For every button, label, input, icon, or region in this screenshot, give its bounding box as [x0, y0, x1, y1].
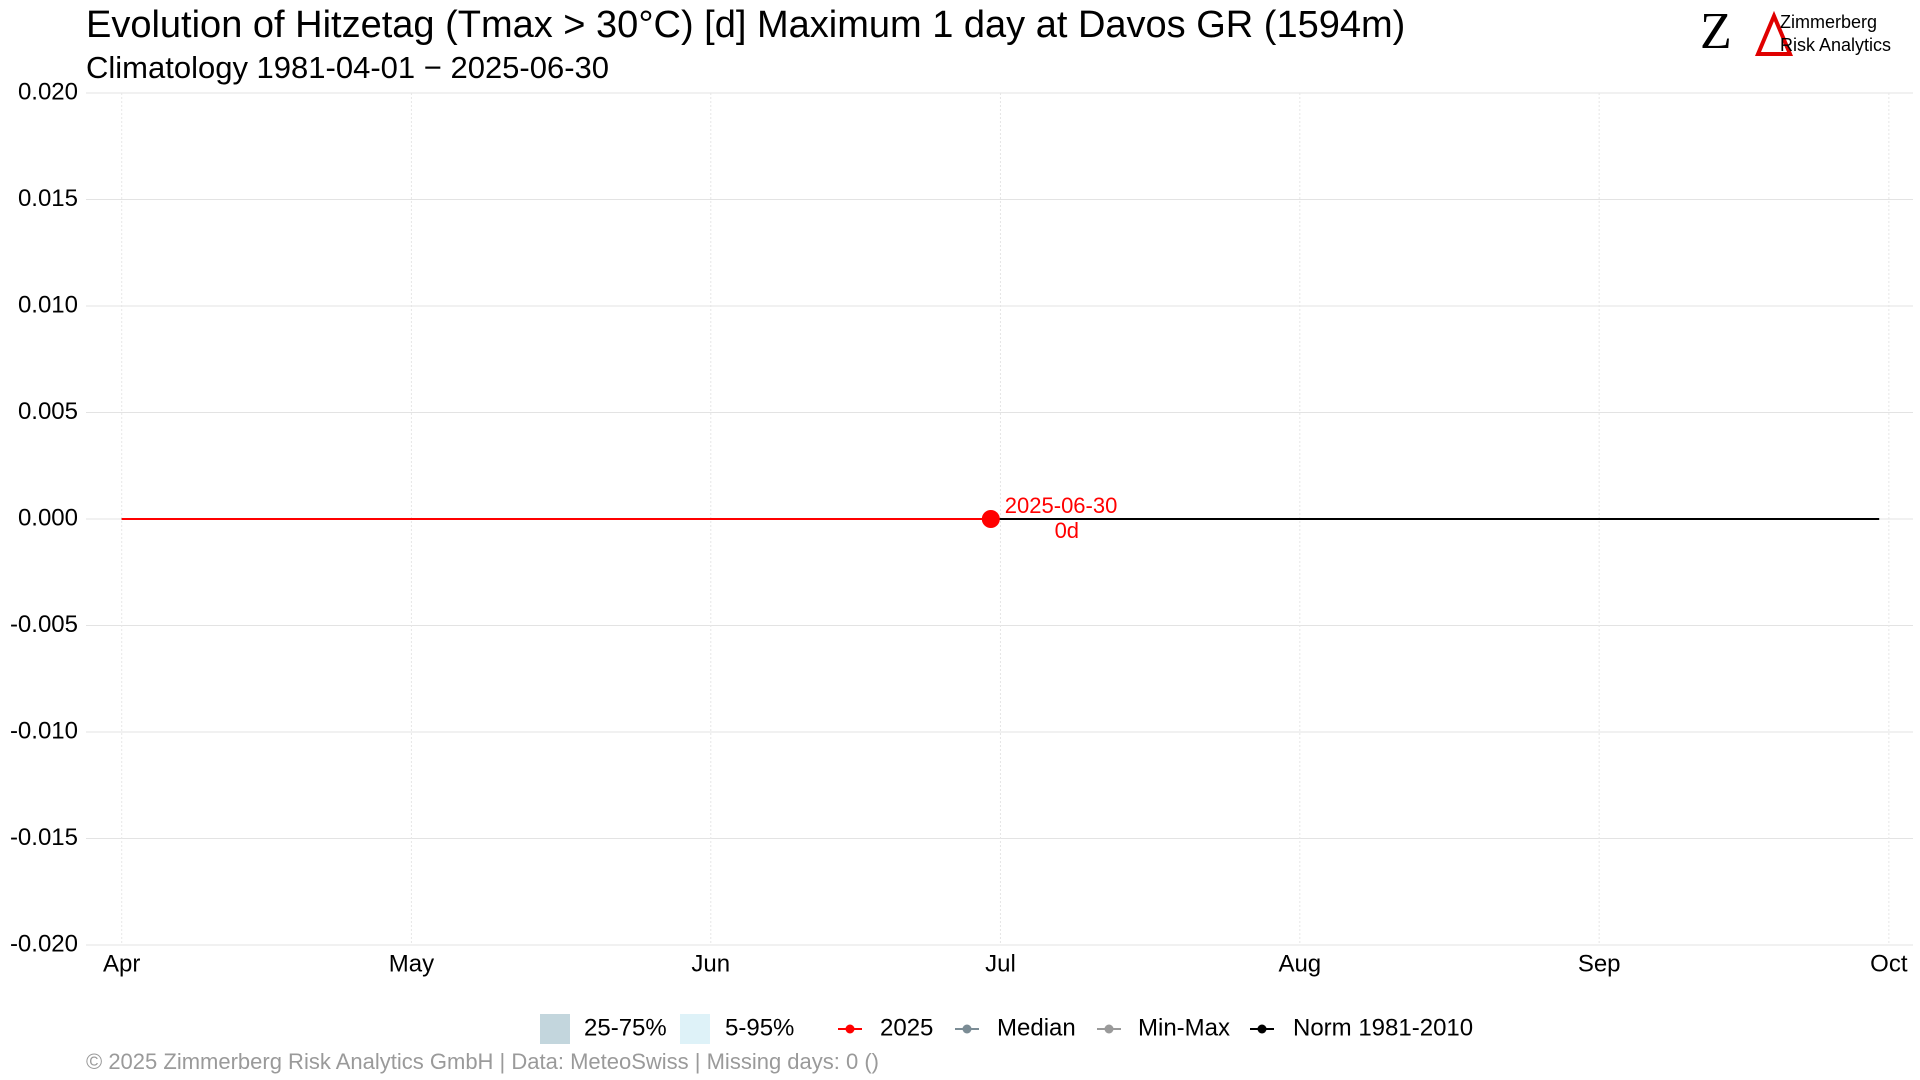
y-tick-label: 0.010: [18, 291, 78, 318]
x-tick-label: Aug: [1278, 950, 1321, 977]
legend-swatch: [962, 1024, 972, 1034]
y-tick-label: 0.020: [18, 78, 78, 105]
x-tick-label: Sep: [1578, 950, 1621, 977]
legend-label: Median: [997, 1014, 1076, 1041]
y-tick-label: 0.000: [18, 504, 78, 531]
x-tick-label: Oct: [1870, 950, 1908, 977]
chart-subtitle: Climatology 1981-04-01 − 2025-06-30: [86, 50, 609, 85]
logo-mark: Z: [1700, 3, 1732, 60]
x-tick-label: Jun: [691, 950, 730, 977]
y-tick-label: -0.020: [10, 930, 78, 957]
legend-label: Norm 1981-2010: [1293, 1014, 1473, 1041]
y-tick-label: -0.010: [10, 717, 78, 744]
legend-label: 25-75%: [584, 1014, 667, 1041]
y-tick-label: -0.005: [10, 611, 78, 638]
y-tick-label: -0.015: [10, 824, 78, 851]
legend-swatch: [845, 1024, 855, 1034]
legend-swatch: [1257, 1024, 1267, 1034]
y-tick-label: 0.015: [18, 185, 78, 212]
logo-line2: Risk Analytics: [1780, 35, 1891, 55]
last-point: [981, 510, 1000, 528]
chart-title: Evolution of Hitzetag (Tmax > 30°C) [d] …: [86, 4, 1405, 46]
logo-line1: Zimmerberg: [1780, 12, 1877, 32]
annotation-date: 2025-06-30: [1005, 493, 1118, 518]
x-tick-label: Jul: [985, 950, 1016, 977]
footer: © 2025 Zimmerberg Risk Analytics GmbH | …: [86, 1049, 879, 1074]
logo-delta: [1754, 10, 1794, 56]
annotation-value: 0d: [1055, 518, 1079, 543]
x-tick-label: Apr: [103, 950, 140, 977]
legend-swatch: [1104, 1024, 1114, 1034]
legend-label: Min-Max: [1138, 1014, 1230, 1041]
legend-swatch: [680, 1014, 710, 1044]
legend-label: 2025: [880, 1014, 933, 1041]
y-tick-label: 0.005: [18, 398, 78, 425]
x-tick-label: May: [389, 950, 434, 977]
legend-label: 5-95%: [725, 1014, 794, 1041]
legend-swatch: [540, 1014, 570, 1044]
